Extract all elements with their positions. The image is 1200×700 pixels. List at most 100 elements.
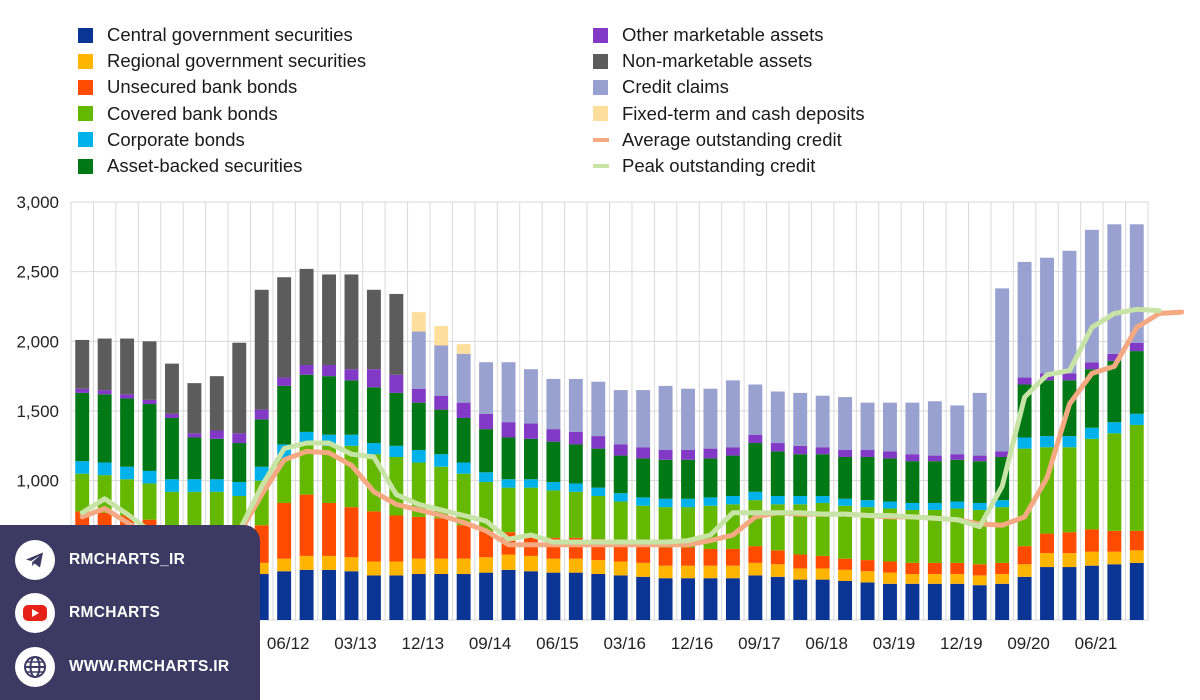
website-row[interactable]: WWW.RMCHARTS.IR	[15, 647, 229, 687]
bar-segment-regional-gov	[411, 558, 426, 575]
y-tick-label: 3,000	[16, 193, 59, 212]
bar-segment-credit-claims	[972, 392, 987, 456]
website-url: WWW.RMCHARTS.IR	[69, 658, 230, 675]
bar-segment-covered	[636, 505, 651, 545]
bar-segment-other-marketable	[344, 369, 359, 381]
bar-segment-central-gov	[501, 569, 516, 620]
swatch-abs	[78, 158, 93, 174]
bar-segment-central-gov	[546, 572, 561, 620]
x-tick-label: 06/18	[805, 634, 848, 653]
bar-segment-central-gov	[972, 585, 987, 620]
bar-segment-non-marketable	[120, 338, 135, 395]
bar-segment-other-marketable	[75, 388, 90, 393]
bar-segment-credit-claims	[1129, 224, 1144, 343]
bar-segment-regional-gov	[681, 565, 695, 579]
bar-segment-fixed-term	[456, 344, 471, 354]
legend-item-credit-claims: Credit claims	[593, 74, 865, 100]
bar-segment-regional-gov	[568, 558, 583, 573]
bar-segment-covered	[142, 483, 157, 520]
legend-item-covered: Covered bank bonds	[78, 101, 366, 127]
bar-segment-credit-claims	[860, 402, 875, 451]
bar-segment-unsecured	[950, 562, 965, 575]
bar-segment-regional-gov	[703, 565, 718, 579]
youtube-handle: RMCHARTS	[69, 604, 161, 621]
bar-segment-credit-claims	[456, 353, 471, 403]
bar-segment-non-marketable	[165, 363, 179, 414]
bar-segment-unsecured	[883, 561, 897, 573]
bar-segment-unsecured	[725, 548, 740, 566]
bar-segment-covered	[546, 490, 561, 538]
bar-segment-abs	[636, 458, 651, 498]
bar-segment-other-marketable	[299, 365, 314, 375]
bar-segment-covered	[838, 505, 853, 559]
telegram-row[interactable]: RMCHARTS_IR	[15, 540, 185, 580]
bar-segment-corporate	[411, 450, 426, 463]
bar-segment-non-marketable	[97, 338, 112, 391]
bar-segment-regional-gov	[613, 561, 628, 576]
bar-segment-corporate	[232, 482, 247, 496]
bar-segment-central-gov	[277, 571, 292, 620]
bar-segment-central-gov	[456, 574, 471, 620]
bar-segment-corporate	[725, 495, 740, 505]
bar-segment-regional-gov	[322, 555, 336, 570]
bar-segment-other-marketable	[681, 450, 695, 460]
bar-segment-unsecured	[277, 502, 292, 559]
bar-segment-other-marketable	[591, 436, 606, 449]
bar-segment-abs	[658, 459, 673, 499]
bar-segment-regional-gov	[950, 574, 965, 584]
bar-segment-corporate	[568, 483, 583, 492]
bar-segment-regional-gov	[636, 562, 651, 577]
bar-segment-covered	[75, 473, 90, 512]
bar-segment-unsecured	[927, 562, 942, 575]
legend-item-abs: Asset-backed securities	[78, 153, 366, 179]
bar-segment-other-marketable	[725, 447, 740, 456]
x-tick-label: 12/19	[940, 634, 983, 653]
bar-segment-abs	[860, 456, 875, 501]
bar-segment-unsecured	[1129, 530, 1144, 551]
legend-item-corporate: Corporate bonds	[78, 127, 366, 153]
legend-label: Credit claims	[622, 76, 729, 98]
bar-segment-central-gov	[1129, 562, 1144, 620]
bar-segment-covered	[1017, 448, 1032, 547]
bar-segment-abs	[1129, 351, 1144, 414]
bar-segment-other-marketable	[748, 434, 763, 444]
bar-segment-central-gov	[479, 572, 494, 620]
legend-item-other-marketable: Other marketable assets	[593, 22, 865, 48]
x-tick-label: 06/15	[536, 634, 579, 653]
bar-segment-credit-claims	[568, 378, 583, 432]
series-line-avg-credit	[79, 309, 1185, 548]
social-watermark-panel: RMCHARTS_IR RMCHARTS WWW.RM	[0, 525, 260, 700]
bar-segment-central-gov	[636, 576, 651, 620]
bar-segment-covered	[950, 508, 965, 563]
bar-segment-corporate	[1107, 422, 1122, 434]
bar-segment-abs	[1084, 369, 1099, 428]
bar-segment-abs	[322, 376, 336, 435]
youtube-row[interactable]: RMCHARTS	[15, 593, 160, 633]
bar-segment-other-marketable	[187, 433, 202, 438]
swatch-fixed-term	[593, 106, 608, 122]
bar-segment-abs	[434, 409, 449, 455]
bar-segment-corporate	[456, 462, 471, 474]
legend-label: Other marketable assets	[622, 24, 824, 46]
series-line-peak-credit	[79, 306, 1162, 545]
bar-segment-other-marketable	[524, 423, 538, 439]
bar-segment-covered	[883, 508, 897, 562]
bar-segment-regional-gov	[254, 562, 269, 575]
bar-segment-credit-claims	[725, 380, 740, 448]
line-swatch-avg-credit	[593, 137, 609, 142]
bar-segment-central-gov	[591, 574, 606, 620]
y-tick-label: 2,500	[16, 263, 59, 282]
bar-segment-abs	[591, 448, 606, 488]
x-tick-label: 03/16	[603, 634, 646, 653]
bar-segment-regional-gov	[725, 565, 740, 579]
bar-segment-unsecured	[905, 562, 920, 575]
bar-segment-other-marketable	[254, 409, 269, 420]
bar-segment-central-gov	[995, 583, 1010, 620]
y-tick-label: 1,000	[16, 472, 59, 491]
bar-segment-regional-gov	[770, 564, 785, 577]
swatch-central-gov	[78, 27, 93, 43]
bar-segment-corporate	[860, 500, 875, 508]
bar-segment-abs	[613, 455, 628, 494]
bar-segment-other-marketable	[209, 430, 224, 439]
